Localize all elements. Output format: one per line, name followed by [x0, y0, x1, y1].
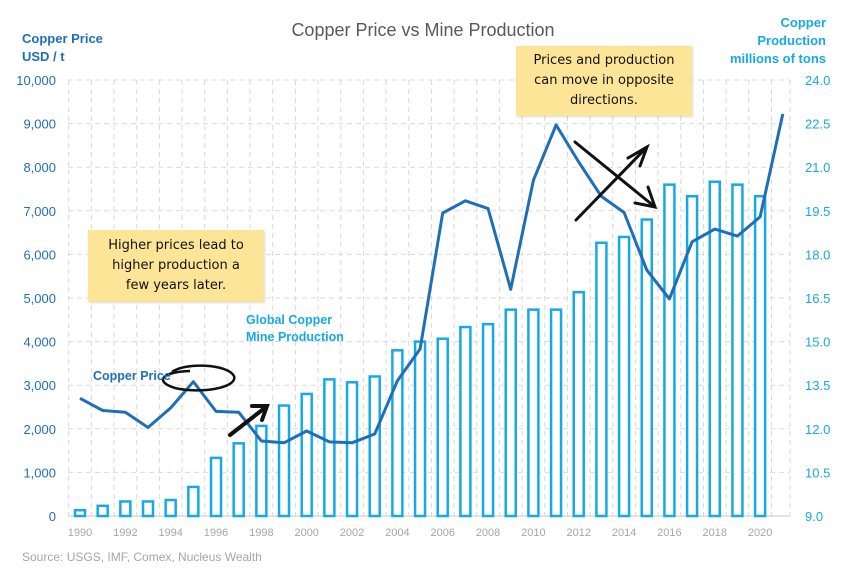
production-bar	[141, 500, 155, 518]
chart-title: Copper Price vs Mine Production	[291, 20, 555, 40]
left-tick-label: 3,000	[23, 378, 56, 393]
left-tick-label: 0	[49, 509, 56, 524]
x-tick-label: 1998	[249, 527, 273, 539]
left-tick-label: 4,000	[23, 335, 56, 350]
circle-annotation-icon	[161, 364, 236, 392]
note-line: higher production a	[112, 258, 240, 273]
x-tick-label: 2018	[703, 527, 727, 539]
note-line: Higher prices lead to	[108, 238, 244, 253]
right-axis-label-line: Copper	[780, 15, 827, 30]
production-bar	[572, 290, 585, 518]
production-bar	[481, 322, 495, 518]
right-tick-label: 19.5	[805, 204, 830, 219]
note-right: Prices and production can move in opposi…	[516, 46, 692, 116]
left-tick-label: 2,000	[23, 422, 56, 437]
production-bar	[527, 308, 540, 518]
right-tick-label: 16.5	[805, 291, 830, 306]
bar-series-label-line: Global Copper	[246, 313, 333, 327]
x-tick-label: 2002	[340, 527, 364, 539]
right-axis-label-line: Production	[757, 33, 826, 48]
production-bar	[255, 424, 268, 518]
left-tick-label: 10,000	[16, 73, 56, 88]
x-tick-label: 1992	[113, 527, 137, 539]
production-bar	[459, 325, 472, 518]
production-bar	[640, 218, 653, 518]
bar-series-label-line: Mine Production	[246, 330, 344, 344]
production-bar	[277, 404, 291, 518]
left-tick-label: 9,000	[23, 117, 56, 132]
production-bar	[187, 485, 200, 518]
source-note: Source: USGS, IMF, Comex, Nucleus Wealth	[22, 550, 262, 564]
production-bar	[345, 381, 359, 518]
left-tick-label: 7,000	[23, 204, 56, 219]
x-tick-label: 1994	[158, 527, 182, 539]
left-axis-label-line: Copper Price	[22, 31, 103, 46]
note-line: directions.	[570, 93, 638, 108]
production-bar	[436, 337, 449, 518]
right-tick-label: 24.0	[805, 73, 830, 88]
production-bar	[753, 195, 767, 518]
price-line	[79, 113, 785, 445]
right-tick-label: 9.0	[805, 509, 823, 524]
left-axis-label: Copper Price USD / t	[22, 30, 103, 66]
production-bar	[368, 375, 381, 518]
production-bar	[617, 235, 631, 518]
up-arrow-icon	[228, 404, 270, 437]
production-bar	[708, 180, 722, 518]
production-bar	[300, 392, 313, 518]
x-tick-label: 2008	[476, 527, 500, 539]
x-tick-label: 2000	[294, 527, 318, 539]
production-bar	[731, 183, 744, 518]
right-axis-label: Copper Production millions of tons	[730, 14, 826, 68]
down-arrow-icon	[573, 140, 658, 209]
right-axis-label-line: millions of tons	[729, 51, 826, 66]
note-line: Prices and production	[533, 53, 675, 68]
x-tick-label: 2012	[566, 527, 590, 539]
production-bar	[413, 340, 427, 518]
left-tick-label: 5,000	[23, 291, 56, 306]
production-bar	[164, 498, 177, 518]
left-axis-label-line: USD / t	[22, 49, 65, 64]
right-tick-label: 22.5	[805, 117, 830, 132]
production-bar	[663, 183, 676, 518]
left-tick-label: 6,000	[23, 247, 56, 262]
left-tick-label: 8,000	[23, 160, 56, 175]
right-tick-label: 15.0	[805, 335, 830, 350]
left-tick-label: 1,000	[23, 465, 56, 480]
x-tick-label: 2020	[748, 527, 772, 539]
x-tick-label: 2004	[385, 527, 409, 539]
note-line: can move in opposite	[534, 73, 674, 88]
right-tick-label: 13.5	[805, 378, 830, 393]
production-bar	[96, 504, 109, 518]
line-series-label: Copper Price	[93, 369, 171, 383]
x-tick-label: 1996	[204, 527, 228, 539]
production-bar	[209, 456, 223, 518]
x-tick-label: 2014	[612, 527, 636, 539]
right-tick-label: 12.0	[805, 422, 830, 437]
production-bar	[73, 508, 87, 518]
x-tick-label: 2006	[430, 527, 454, 539]
production-bar	[504, 308, 517, 518]
right-tick-label: 21.0	[805, 160, 830, 175]
note-left: Higher prices lead to higher production …	[88, 230, 264, 302]
x-tick-label: 2010	[521, 527, 545, 539]
production-bar	[232, 442, 245, 518]
production-bar	[595, 241, 608, 518]
production-bar	[549, 308, 563, 518]
bar-series-label: Global Copper Mine Production	[246, 312, 344, 346]
right-tick-label: 18.0	[805, 247, 830, 262]
production-bar	[119, 500, 132, 518]
x-tick-label: 2016	[657, 527, 681, 539]
production-bar	[391, 349, 404, 518]
x-tick-label: 1990	[68, 527, 92, 539]
right-tick-label: 10.5	[805, 465, 830, 480]
up-arrow-icon	[574, 143, 650, 222]
production-bar	[685, 195, 699, 518]
production-bar	[323, 378, 336, 518]
note-line: few years later.	[125, 278, 227, 293]
